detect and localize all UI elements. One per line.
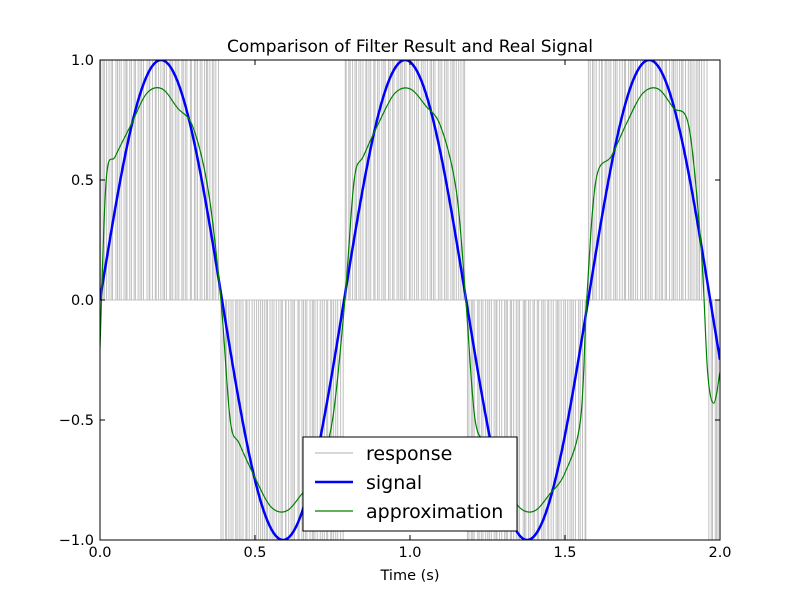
- x-axis-label: Time (s): [380, 568, 440, 584]
- x-axis: 0.0 0.5 1.0 1.5 2.0: [88, 60, 732, 561]
- legend: response signal approximation: [302, 436, 518, 532]
- x-tick-label: 0.0: [88, 545, 111, 561]
- y-tick-label: 1.0: [71, 53, 94, 69]
- x-tick-label: 1.5: [553, 545, 576, 561]
- x-tick-label: 0.5: [243, 545, 266, 561]
- y-axis: 1.0 0.5 0.0 −0.5 −1.0: [59, 53, 720, 549]
- y-tick-label: −0.5: [59, 413, 94, 429]
- approximation-series-line: [100, 87, 720, 513]
- x-tick-label: 2.0: [708, 545, 731, 561]
- legend-signal-label: signal: [366, 472, 422, 494]
- y-tick-label: 0.5: [71, 173, 94, 189]
- legend-response-label: response: [366, 443, 452, 465]
- legend-approximation-label: approximation: [366, 501, 503, 523]
- chart-title: Comparison of Filter Result and Real Sig…: [227, 37, 593, 57]
- x-tick-label: 1.0: [398, 545, 421, 561]
- y-tick-label: 0.0: [71, 293, 94, 309]
- y-tick-label: −1.0: [59, 533, 94, 549]
